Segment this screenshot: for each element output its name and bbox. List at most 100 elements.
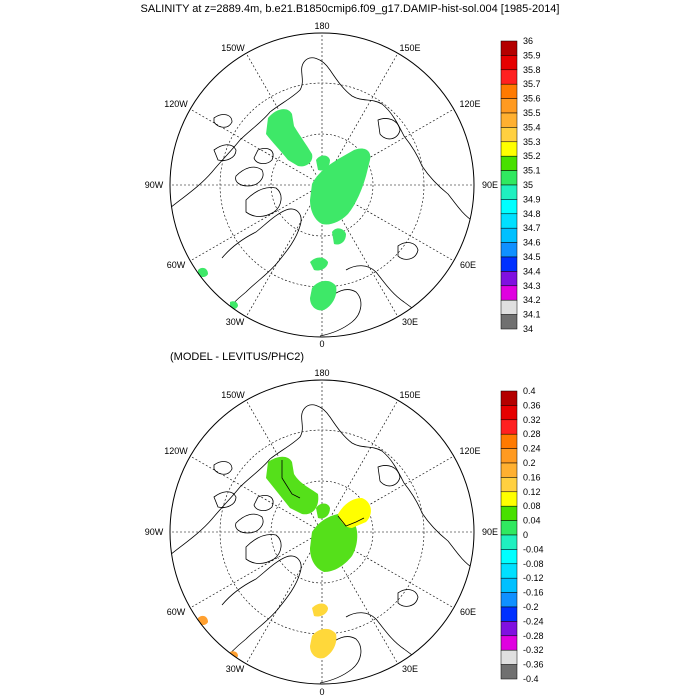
colorbar-box [500, 199, 518, 215]
colorbar-box [500, 664, 518, 680]
lon-label-30w: 30W [226, 317, 245, 327]
colorbar-box [500, 40, 518, 56]
field-patch-central-arctic [310, 148, 371, 225]
colorbar-label: -0.24 [523, 616, 544, 626]
top-colorbar: 36 35.9 35.8 35.7 35.6 35.5 35.4 35.3 35.2 35.1 35… [500, 36, 541, 334]
colorbar-label: 35.9 [523, 50, 541, 60]
anomaly-patch-greenland-sea [312, 603, 328, 617]
anomaly-patch-norwegian-sea [310, 628, 337, 659]
colorbar-box [500, 141, 518, 157]
colorbar-box [500, 271, 518, 287]
field-patch-labrador [198, 267, 208, 277]
colorbar-box [500, 462, 518, 478]
colorbar-label: 34.4 [523, 266, 541, 276]
colorbar-box [500, 213, 518, 229]
colorbar-label: 34.9 [523, 194, 541, 204]
field-patch-norwegian-sea [310, 280, 337, 311]
longitude-labels: 180 150W 150E 120W 120E 90W 90E 60W 60E … [145, 21, 498, 349]
lon-label-0: 0 [319, 339, 324, 349]
colorbar-label: 35 [523, 180, 533, 190]
colorbar-label: 35.3 [523, 137, 541, 147]
bottom-polar-map: 180 150W 150E 120W 120E 90W 90E 60W 60E … [145, 368, 498, 697]
colorbar-label: 34.5 [523, 252, 541, 262]
colorbar-box [500, 635, 518, 651]
colorbar-label: 34.8 [523, 209, 541, 219]
zero-contours [281, 460, 365, 527]
lon-label-150w: 150W [221, 43, 245, 53]
lon-label-150w: 150W [221, 390, 245, 400]
anomaly-patch-canada-basin [266, 456, 319, 515]
colorbar-label: -0.12 [523, 573, 544, 583]
colorbar-label: -0.4 [523, 674, 539, 684]
colorbar-label: 34.3 [523, 281, 541, 291]
colorbar-label: 34.7 [523, 223, 541, 233]
field-patch-canada-basin [266, 109, 313, 167]
colorbar-label: 0.4 [523, 386, 536, 396]
salinity-field [198, 109, 371, 311]
colorbar-box [500, 184, 518, 200]
lon-label-60e: 60E [460, 260, 476, 270]
lon-label-30e: 30E [402, 664, 418, 674]
colorbar-box [500, 649, 518, 665]
colorbar-label: 34.2 [523, 295, 541, 305]
colorbar-label: 0.16 [523, 472, 541, 482]
lon-label-120w: 120W [164, 99, 188, 109]
lon-label-60w: 60W [167, 260, 186, 270]
lon-label-30w: 30W [226, 664, 245, 674]
colorbar-label: 0.2 [523, 458, 536, 468]
lon-label-60w: 60W [167, 607, 186, 617]
colorbar-box [500, 433, 518, 449]
colorbar-box [500, 549, 518, 565]
field-patch-small-north [316, 155, 330, 171]
bottom-map-title: (MODEL - LEVITUS/PHC2) [170, 351, 304, 363]
map-border [169, 379, 475, 685]
anomaly-field [198, 456, 371, 659]
colorbar-label: -0.36 [523, 660, 544, 670]
colorbar-box [500, 419, 518, 435]
lon-label-180: 180 [314, 21, 329, 31]
anomaly-patch-central-green [310, 514, 358, 572]
colorbar-box [500, 127, 518, 143]
colorbar-box [500, 155, 518, 171]
lon-label-90w: 90W [145, 527, 164, 537]
colorbar-box [500, 242, 518, 258]
colorbar-label: 35.8 [523, 65, 541, 75]
lon-label-120w: 120W [164, 446, 188, 456]
colorbar-box [500, 477, 518, 493]
colorbar-box [500, 448, 518, 464]
colorbar-label: -0.2 [523, 602, 539, 612]
colorbar-box [500, 606, 518, 622]
colorbar-label: 35.1 [523, 166, 541, 176]
colorbar-label: 35.2 [523, 151, 541, 161]
map-border [169, 32, 475, 338]
colorbar-box [500, 314, 518, 330]
colorbar-label: 35.6 [523, 94, 541, 104]
lon-label-150e: 150E [399, 43, 420, 53]
colorbar-box [500, 405, 518, 421]
colorbar-box [500, 505, 518, 521]
colorbar-label: 0.04 [523, 516, 541, 526]
colorbar-label: 35.5 [523, 108, 541, 118]
lon-label-180: 180 [314, 368, 329, 378]
anomaly-patch-labrador [198, 615, 208, 625]
colorbar-box [500, 83, 518, 99]
colorbar-label: 0.32 [523, 415, 541, 425]
colorbar-box [500, 170, 518, 186]
lon-label-150e: 150E [399, 390, 420, 400]
colorbar-label: 0.08 [523, 501, 541, 511]
colorbar-label: 35.7 [523, 79, 541, 89]
colorbar-label: 35.4 [523, 122, 541, 132]
colorbar-box [500, 390, 518, 406]
top-map-title: SALINITY at z=2889.4m, b.e21.B1850cmip6.… [141, 3, 560, 15]
lon-label-30e: 30E [402, 317, 418, 327]
colorbar-label: -0.28 [523, 631, 544, 641]
lon-label-90e: 90E [482, 527, 498, 537]
field-patch-greenland-sea [310, 257, 328, 271]
colorbar-box [500, 563, 518, 579]
anomaly-patch-central-yellow [338, 498, 371, 528]
colorbar-label: 36 [523, 36, 533, 46]
colorbar-label: -0.04 [523, 544, 544, 554]
field-patch-fram [332, 228, 346, 245]
colorbar-box [500, 592, 518, 608]
